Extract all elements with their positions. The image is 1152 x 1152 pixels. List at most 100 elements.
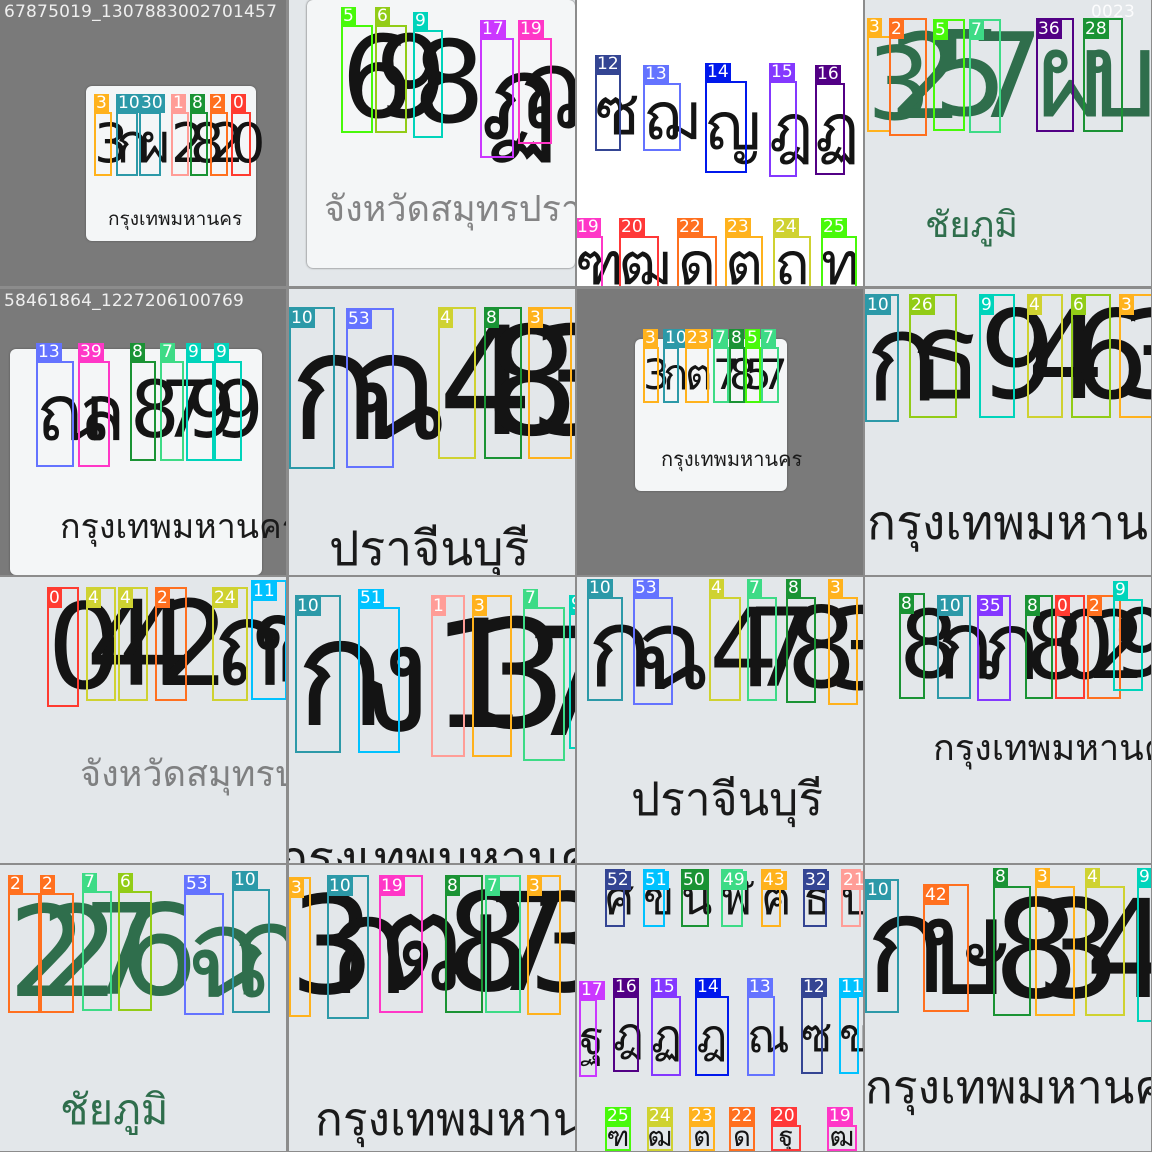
bounding-box: 3 bbox=[94, 94, 112, 176]
class-label-tag: 12 bbox=[595, 54, 621, 74]
bounding-box: 4 bbox=[1027, 294, 1063, 418]
class-label-tag: 6 bbox=[118, 872, 133, 892]
class-label-tag: 2 bbox=[155, 588, 170, 608]
bounding-box: 42 bbox=[923, 884, 969, 1012]
province-text: ชัยภูมิ bbox=[60, 1085, 169, 1134]
tile-5: ณล8799กรุงเทพมหานคร58461864_122720610076… bbox=[0, 289, 286, 575]
province-text: ปราจีนบุรี bbox=[329, 521, 530, 575]
class-label-tag: 3 bbox=[528, 308, 543, 328]
class-label-tag: 4 bbox=[1027, 295, 1042, 315]
class-label-tag: 2 bbox=[210, 93, 225, 113]
bounding-box: 24 bbox=[212, 587, 248, 701]
bounding-box: 8 bbox=[190, 94, 208, 176]
bounding-box: 3 bbox=[289, 877, 311, 1017]
class-label-tag: 2 bbox=[40, 874, 55, 894]
bounding-box: 8 bbox=[786, 579, 816, 703]
tile-15: ศขนฬฅธบฐฎฏฎณซขฑฒตดฐฒ 52 51 50 49 43 32 21 17 16 15… bbox=[577, 865, 863, 1151]
class-label-tag: 3 bbox=[289, 878, 304, 898]
bounding-box: 3 bbox=[1119, 294, 1151, 418]
bounding-box: 35 bbox=[977, 595, 1011, 701]
class-label-tag: 17 bbox=[480, 19, 506, 39]
bounding-box: 16 bbox=[613, 978, 639, 1072]
bounding-box: 43 bbox=[761, 869, 787, 927]
class-label-tag: 5 bbox=[933, 20, 948, 40]
bounding-box: 8 bbox=[484, 307, 522, 459]
plate-character: ญ bbox=[705, 88, 762, 165]
plate-character: ต bbox=[725, 228, 764, 286]
bounding-box: 53 bbox=[633, 579, 673, 705]
class-label-tag: 25 bbox=[821, 217, 847, 237]
class-label-tag: 10 bbox=[663, 328, 689, 348]
bounding-box: 5 bbox=[341, 7, 373, 133]
plate-character: ด bbox=[733, 1122, 751, 1151]
class-label-tag: 8 bbox=[899, 594, 914, 614]
class-label-tag: 16 bbox=[815, 64, 841, 84]
bounding-box: 2 bbox=[210, 94, 228, 176]
bounding-box: 7 bbox=[761, 329, 779, 403]
bounding-box: 28 bbox=[1083, 18, 1123, 132]
bounding-box: 8 bbox=[445, 875, 483, 1013]
bounding-box: 32 bbox=[803, 869, 829, 927]
class-label-tag: 53 bbox=[184, 874, 210, 894]
tile-8: กธ9463กรุงเทพมหานคร10269463 bbox=[865, 289, 1151, 575]
plate-character: ฑ bbox=[577, 228, 624, 286]
class-label-tag: 10 bbox=[327, 876, 353, 896]
plate-character: ฉ bbox=[346, 301, 449, 475]
class-label-tag: 0 bbox=[1055, 596, 1070, 616]
class-label-tag: 8 bbox=[484, 308, 499, 328]
class-label-tag: 19 bbox=[379, 876, 405, 896]
province-text: กรุงเทพมหานคร bbox=[661, 447, 803, 471]
plate-character: ก bbox=[232, 877, 286, 1024]
plate-character: ต bbox=[693, 1122, 711, 1151]
class-label-tag: 2 bbox=[8, 874, 23, 894]
bounding-box: 50 bbox=[681, 869, 709, 927]
plate-character: ฏ bbox=[651, 1009, 682, 1063]
bounding-box: 7 bbox=[713, 329, 729, 403]
bounding-box: 7 bbox=[747, 579, 777, 701]
plate-character: ถ bbox=[774, 228, 810, 286]
class-label-tag: 10 bbox=[587, 578, 613, 598]
class-label-tag: 23 bbox=[685, 328, 711, 348]
bounding-box: 2 bbox=[1087, 595, 1121, 699]
bounding-box: 51 bbox=[643, 869, 669, 927]
plate-character: ล bbox=[78, 369, 126, 459]
bounding-box: 10 bbox=[587, 579, 623, 701]
class-label-tag: 15 bbox=[651, 977, 677, 997]
bounding-box: 13 bbox=[36, 343, 74, 467]
bounding-box: 52 bbox=[605, 869, 631, 927]
class-label-tag: 9 bbox=[214, 342, 229, 362]
province-text: กรุงเทพมหานคร bbox=[315, 1092, 575, 1146]
plate-character: 3 bbox=[1119, 295, 1151, 417]
plate-character: ฎ bbox=[696, 1009, 728, 1063]
bounding-box: 25 bbox=[605, 1107, 631, 1151]
class-label-tag: 5 bbox=[745, 328, 760, 348]
bounding-box: 8 bbox=[1025, 595, 1053, 699]
bounding-box: 3 bbox=[643, 329, 659, 403]
class-label-tag: 2 bbox=[1087, 596, 1102, 616]
class-label-tag: 2 bbox=[889, 19, 904, 39]
bounding-box: 6 bbox=[1071, 294, 1111, 418]
bounding-box: 9 bbox=[569, 595, 575, 749]
plate-character: 7 bbox=[523, 597, 575, 771]
bounding-box: 7 bbox=[485, 875, 521, 1013]
bounding-box: 23 bbox=[685, 329, 711, 403]
class-label-tag: 9 bbox=[413, 11, 428, 31]
class-label-tag: 12 bbox=[801, 977, 827, 997]
plate-character: 3 bbox=[528, 308, 575, 458]
class-label-tag: 20 bbox=[619, 217, 645, 237]
class-label-tag: 20 bbox=[771, 1106, 797, 1126]
tile-4: 3 2 5 7 ผบชัยภูมิ 0023 3 2 5 7 36 28 bbox=[865, 0, 1151, 286]
class-label-tag: 3 bbox=[472, 596, 487, 616]
bounding-box: 8 bbox=[729, 329, 745, 403]
bounding-box: 7 bbox=[969, 19, 1001, 133]
bounding-box: 3 bbox=[1035, 868, 1075, 1016]
province-text: ชัยภูมิ bbox=[925, 205, 1018, 246]
bounding-box: 3 bbox=[472, 595, 512, 757]
class-label-tag: 23 bbox=[689, 1106, 715, 1126]
plate-character: ฌ bbox=[518, 26, 575, 156]
class-label-tag: 49 bbox=[721, 870, 747, 890]
bounding-box: 10 bbox=[116, 94, 142, 176]
